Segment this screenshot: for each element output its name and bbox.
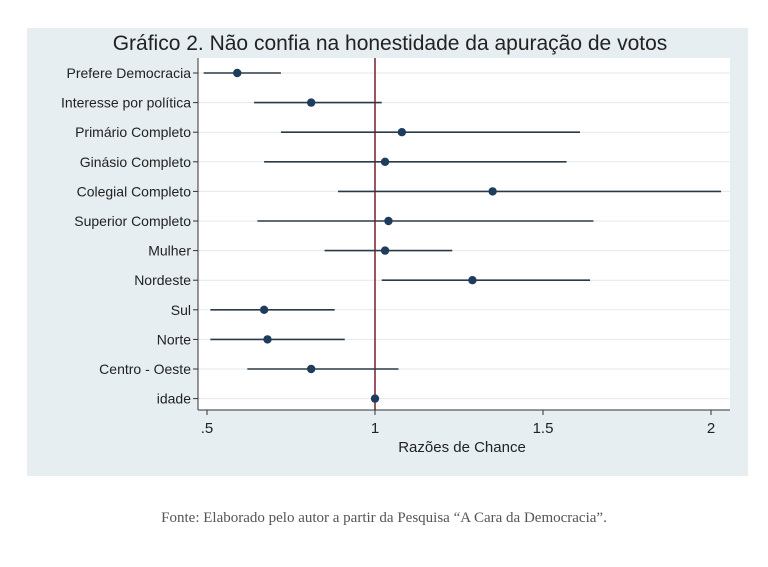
- x-tick-label: 2: [707, 420, 715, 437]
- chart-title: Gráfico 2. Não confia na honestidade da …: [113, 32, 668, 55]
- x-tick-label: .5: [201, 420, 214, 437]
- x-tick-label: 1.5: [533, 420, 554, 437]
- point-estimate: [380, 157, 390, 166]
- y-tick-label: Nordeste: [134, 272, 191, 288]
- x-tick-label: 1: [371, 420, 379, 437]
- point-estimate: [384, 216, 393, 226]
- y-tick-label: idade: [157, 391, 191, 407]
- x-axis-label: Razões de Chance: [398, 439, 526, 456]
- point-estimate: [263, 335, 272, 344]
- y-tick-label: Prefere Democracia: [67, 65, 192, 81]
- y-tick-label: Primário Completo: [75, 124, 191, 140]
- y-tick-label: Ginásio Completo: [80, 154, 191, 170]
- y-tick-label: Centro - Oeste: [99, 361, 191, 377]
- point-estimate: [306, 98, 316, 107]
- point-estimate: [488, 187, 497, 196]
- point-estimate: [306, 364, 316, 374]
- point-estimate: [380, 246, 390, 255]
- y-tick-label: Interesse por política: [61, 95, 191, 111]
- source-note: Fonte: Elaborado pelo autor a partir da …: [161, 510, 607, 526]
- point-estimate: [397, 128, 407, 137]
- y-tick-label: Colegial Completo: [77, 183, 192, 199]
- y-tick-label: Norte: [157, 331, 191, 347]
- point-estimate: [233, 68, 242, 78]
- plot-area: [198, 58, 730, 410]
- point-estimate: [259, 305, 269, 314]
- point-estimate: [468, 276, 477, 285]
- y-tick-label: Mulher: [148, 243, 191, 259]
- point-estimate: [370, 394, 380, 403]
- y-tick-label: Sul: [171, 302, 191, 318]
- y-tick-label: Superior Completo: [74, 213, 191, 229]
